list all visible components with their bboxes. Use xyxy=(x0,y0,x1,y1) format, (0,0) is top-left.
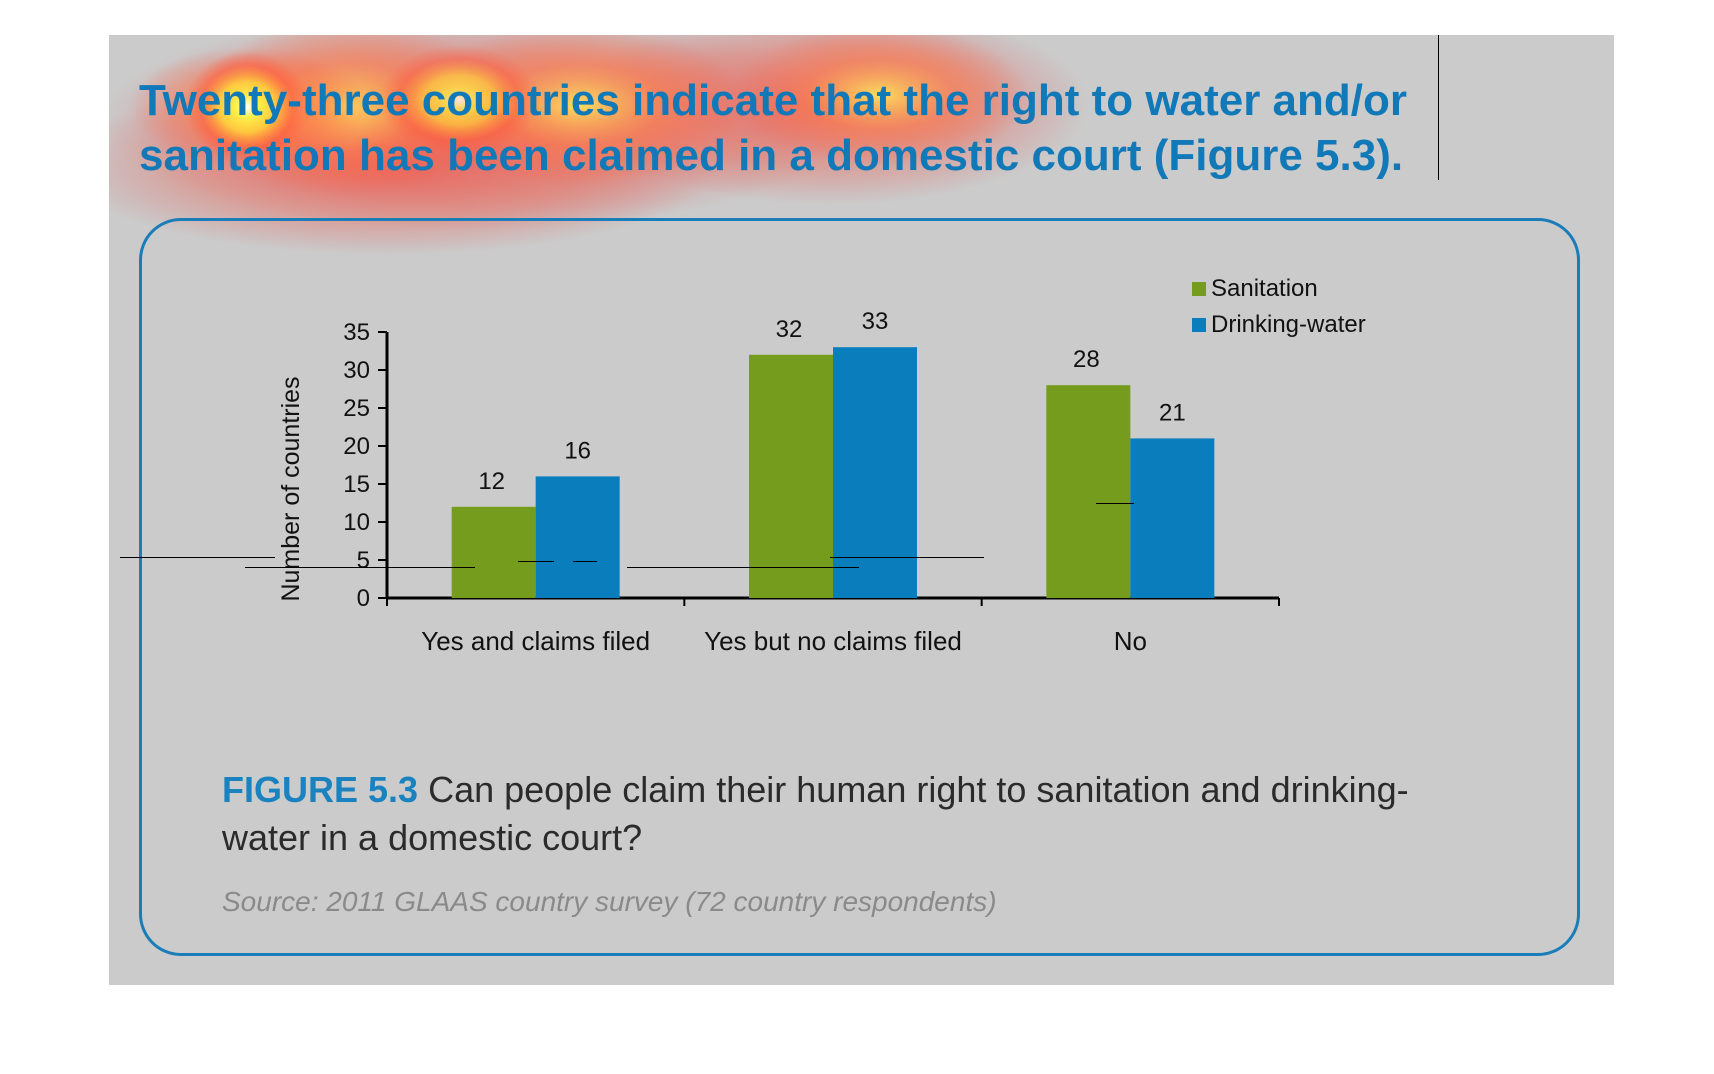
bar xyxy=(1130,438,1215,598)
bar-chart: Number of countries 0 5 10 15 20 25 30 35 Yes an… xyxy=(277,275,1366,656)
y-tick-label: 10 xyxy=(343,509,370,536)
y-tick-label: 0 xyxy=(357,585,370,612)
x-category-label: Yes but no claims filed xyxy=(704,626,962,656)
legend-swatch xyxy=(1192,318,1206,332)
data-label: 16 xyxy=(564,437,591,464)
y-tick-label: 30 xyxy=(343,357,370,384)
figure-source: Source: 2011 GLAAS country survey (72 co… xyxy=(222,886,997,917)
data-label: 32 xyxy=(776,316,803,343)
slide: Twenty-three countries indicate that the… xyxy=(109,35,1614,985)
stray-line xyxy=(830,557,984,558)
y-axis-title: Number of countries xyxy=(277,376,305,601)
axes: 0 5 10 15 20 25 30 35 Yes and claims filed Yes bu… xyxy=(343,319,1280,656)
bar xyxy=(1046,385,1131,598)
legend-swatch xyxy=(1192,282,1206,296)
headline: Twenty-three countries indicate that the… xyxy=(139,76,1407,180)
stray-line xyxy=(120,557,275,558)
bar xyxy=(833,347,917,598)
bar xyxy=(451,506,536,598)
legend-label: Drinking-water xyxy=(1211,311,1366,338)
stray-line xyxy=(518,561,554,562)
stray-line xyxy=(627,567,859,568)
bar xyxy=(535,476,620,598)
x-category-label: No xyxy=(1114,626,1147,656)
data-label: 28 xyxy=(1073,346,1100,373)
data-label: 21 xyxy=(1159,399,1186,426)
x-category-label: Yes and claims filed xyxy=(421,626,650,656)
y-tick-label: 5 xyxy=(357,547,370,574)
stray-line xyxy=(1096,503,1134,504)
stray-line xyxy=(573,561,597,562)
data-label: 33 xyxy=(862,308,889,335)
bar xyxy=(749,354,833,598)
figure-caption-text: Can people claim their human right to sa… xyxy=(222,769,1409,858)
legend-label: Sanitation xyxy=(1211,275,1318,302)
figure-frame: Number of countries 0 5 10 15 20 25 30 35 Yes an… xyxy=(139,218,1580,956)
stray-line xyxy=(245,567,475,568)
figure-caption: FIGURE 5.3 Can people claim their human … xyxy=(222,766,1422,862)
y-tick-label: 25 xyxy=(343,395,370,422)
y-tick-label: 20 xyxy=(343,433,370,460)
bars: 12 16 32 33 28 21 xyxy=(451,308,1215,598)
y-tick-label: 15 xyxy=(343,471,370,498)
y-tick-label: 35 xyxy=(343,319,370,346)
legend: Sanitation Drinking-water xyxy=(1192,275,1366,338)
text-cursor-line xyxy=(1438,35,1439,180)
data-label: 12 xyxy=(478,468,505,495)
figure-label: FIGURE 5.3 xyxy=(222,769,419,810)
